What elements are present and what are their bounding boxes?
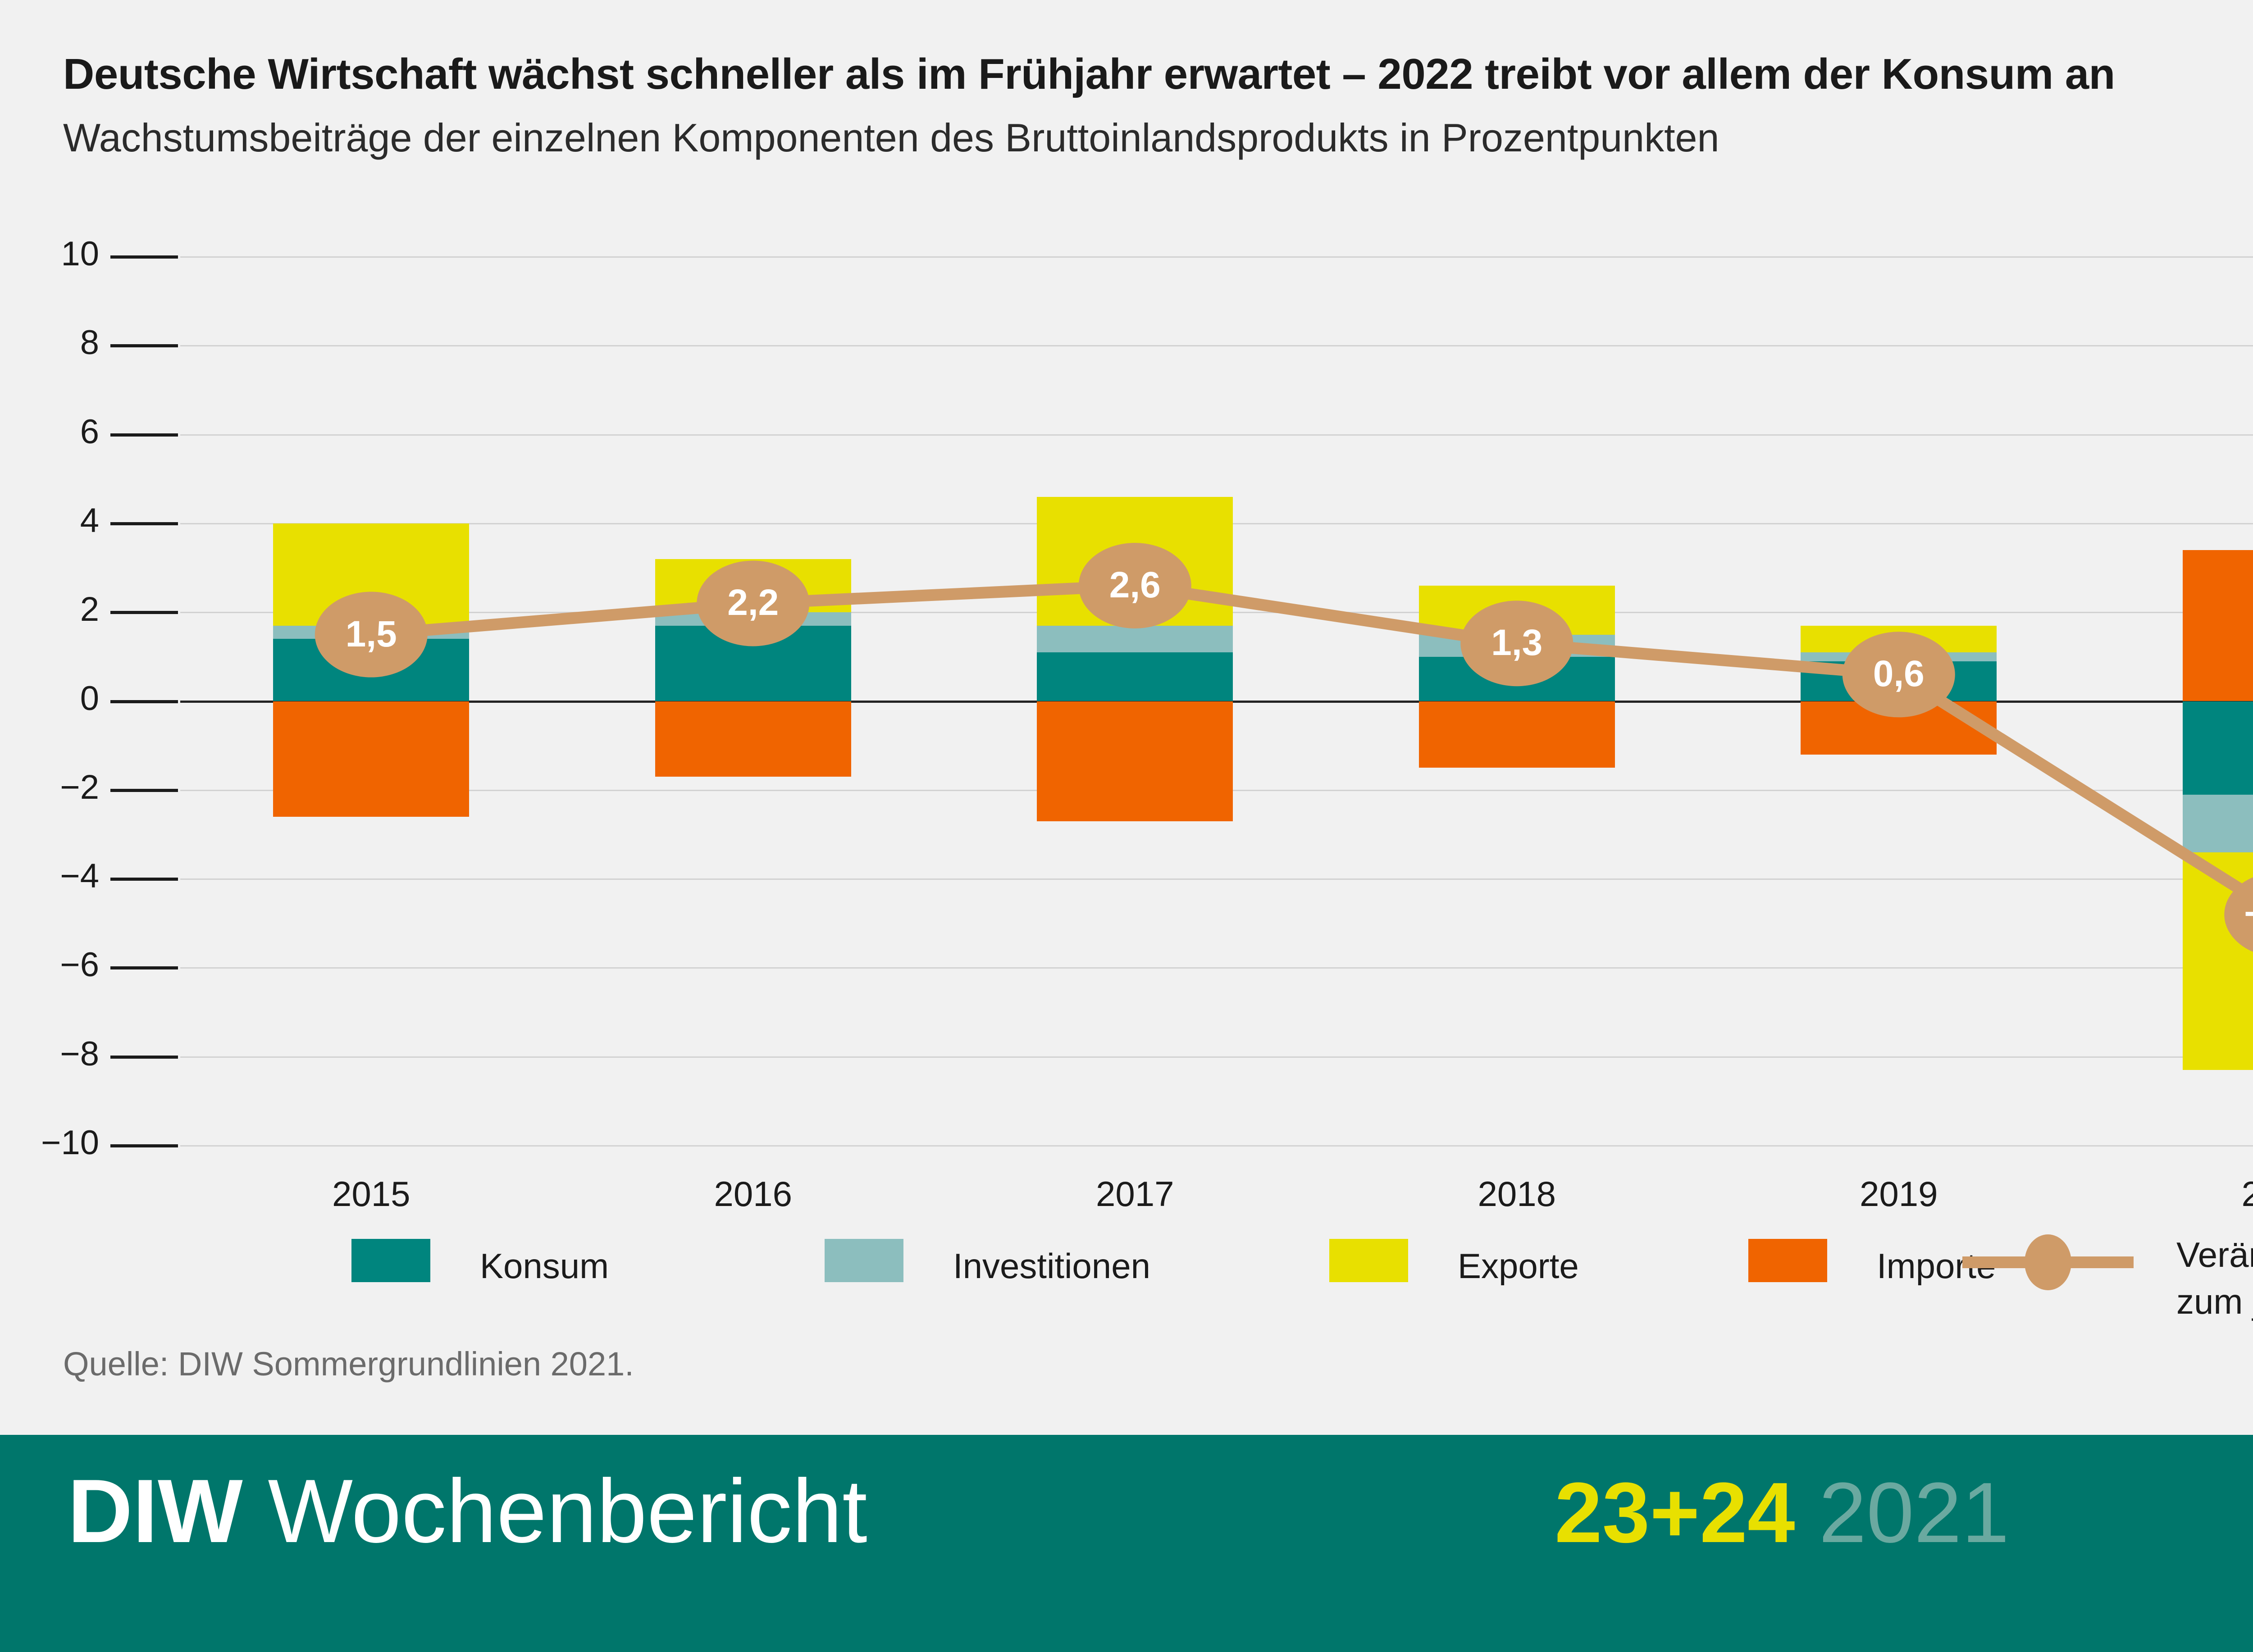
gdp-marker-2017 <box>1078 543 1191 629</box>
y-axis-tick <box>110 522 178 525</box>
bar-segment-investitionen-2020 <box>2182 794 2253 852</box>
bar-segment-investitionen-2019 <box>1801 652 1997 661</box>
gdp-marker-2018 <box>1460 601 1573 687</box>
y-axis-label: −10 <box>41 1124 99 1162</box>
bar-segment-konsum-2015 <box>273 639 470 701</box>
y-axis-label: 8 <box>80 323 99 362</box>
legend-line-marker-icon <box>1962 1234 2134 1290</box>
bar-segment-investitionen-2016 <box>655 612 851 626</box>
gdp-marker-2016 <box>697 560 810 646</box>
legend-label-konsum: Konsum <box>480 1246 609 1286</box>
legend-label-exporte: Exporte <box>1458 1246 1579 1286</box>
y-axis-label: −2 <box>60 768 99 806</box>
y-axis-tick <box>110 611 178 614</box>
bar-segment-importe-2019 <box>1801 701 1997 755</box>
y-axis-tick <box>110 1055 178 1059</box>
legend-label-gdp-line-1: Veränderung des Bruttoinlandsprodukts im… <box>2176 1235 2253 1274</box>
x-axis-label-2016: 2016 <box>714 1174 793 1214</box>
gridline <box>180 434 2253 436</box>
bar-segment-importe-2017 <box>1037 701 1233 821</box>
gdp-marker-2020 <box>2224 877 2253 952</box>
issue-number: 23+24 <box>1555 1465 1795 1561</box>
bar-segment-exporte-2020 <box>2182 852 2253 1070</box>
legend-swatch-konsum-icon <box>351 1239 430 1282</box>
gridline <box>180 612 2253 614</box>
bar-segment-exporte-2019 <box>1801 625 1997 652</box>
y-axis-label: −4 <box>60 857 99 896</box>
x-axis-label-2019: 2019 <box>1859 1174 1938 1214</box>
gdp-value-label-2018: 1,3 <box>1491 622 1543 664</box>
gdp-marker-2015 <box>315 592 428 678</box>
zero-axis-line <box>180 700 2253 703</box>
issue-year: 2021 <box>1819 1465 2010 1561</box>
y-axis-tick <box>110 878 178 881</box>
y-axis-label: 2 <box>80 590 99 629</box>
gdp-value-label-2020: −4,8 <box>2190 893 2253 935</box>
bar-segment-investitionen-2018 <box>1418 634 1615 657</box>
y-axis-label: −6 <box>60 946 99 984</box>
y-axis-label: 6 <box>80 412 99 451</box>
page-subtitle: Wachstumsbeiträge der einzelnen Komponen… <box>63 115 1719 160</box>
y-axis-tick <box>110 433 178 437</box>
bar-segment-konsum-2020 <box>2182 701 2253 795</box>
source-note: Quelle: DIW Sommergrundlinien 2021. <box>63 1345 634 1383</box>
gdp-marker-2019 <box>1842 632 1955 718</box>
bar-segment-exporte-2016 <box>655 559 851 613</box>
x-axis-label-2020: 2020 <box>2241 1174 2253 1214</box>
bar-segment-konsum-2016 <box>655 625 851 701</box>
y-axis-tick <box>110 1144 178 1147</box>
page-title: Deutsche Wirtschaft wächst schneller als… <box>63 50 2115 98</box>
bar-segment-konsum-2017 <box>1037 652 1233 701</box>
y-axis-label: −8 <box>60 1034 99 1073</box>
bar-segment-importe-2018 <box>1418 701 1615 768</box>
bar-segment-konsum-2018 <box>1418 656 1615 701</box>
gridline <box>180 1145 2253 1147</box>
gdp-value-label-2015: 1,5 <box>345 613 397 655</box>
gridline <box>180 256 2253 258</box>
chart-legend: KonsumInvestitionenExporteImporteVerände… <box>0 1234 2253 1347</box>
y-axis-tick <box>110 788 178 792</box>
gdp-value-label-2019: 0,6 <box>1873 653 1925 695</box>
bar-segment-importe-2015 <box>273 701 470 817</box>
publication-brand: DIW Wochenbericht <box>68 1466 867 1556</box>
gridline <box>180 523 2253 524</box>
y-axis-tick <box>110 700 178 703</box>
gridline <box>180 878 2253 880</box>
legend-swatch-importe-icon <box>1748 1239 1827 1282</box>
gridline <box>180 967 2253 969</box>
legend-swatch-investitionen-icon <box>825 1239 903 1282</box>
gridline <box>180 1056 2253 1058</box>
x-axis-label-2015: 2015 <box>332 1174 410 1214</box>
y-axis-tick <box>110 966 178 970</box>
bar-segment-importe-2016 <box>655 701 851 777</box>
legend-swatch-exporte-icon <box>1329 1239 1408 1282</box>
brand-diw: DIW <box>68 1461 243 1561</box>
bar-segment-investitionen-2017 <box>1037 625 1233 652</box>
brand-wochenbericht: Wochenbericht <box>268 1461 867 1561</box>
x-axis-label-2017: 2017 <box>1095 1174 1174 1214</box>
gdp-value-label-2017: 2,6 <box>1109 564 1161 605</box>
issue-number-block: 23+24 2021 <box>1555 1470 2009 1556</box>
bar-segment-konsum-2019 <box>1801 661 1997 701</box>
y-axis-tick <box>110 255 178 259</box>
bar-segment-exporte-2017 <box>1037 496 1233 626</box>
legend-label-investitionen: Investitionen <box>953 1246 1150 1286</box>
bar-segment-importe-2020 <box>2182 550 2253 701</box>
legend-label-gdp-line-2: zum jeweiligen Vorjahr in Prozent <box>2176 1282 2253 1321</box>
x-axis-label-2018: 2018 <box>1478 1174 1556 1214</box>
y-axis-label: 4 <box>80 501 99 540</box>
gdp-change-line <box>365 580 2253 904</box>
y-axis-label: 10 <box>61 235 99 273</box>
bar-segment-exporte-2015 <box>273 523 470 626</box>
y-axis-label: 0 <box>80 679 99 718</box>
footer-bar: DIW Wochenbericht 23+24 2021 DIW BERLIN <box>0 1435 2253 1652</box>
bar-segment-exporte-2018 <box>1418 586 1615 635</box>
bar-segment-investitionen-2015 <box>273 625 470 639</box>
gridline <box>180 345 2253 347</box>
gridline <box>180 789 2253 791</box>
gdp-value-label-2016: 2,2 <box>727 582 779 623</box>
y-axis-tick <box>110 344 178 348</box>
